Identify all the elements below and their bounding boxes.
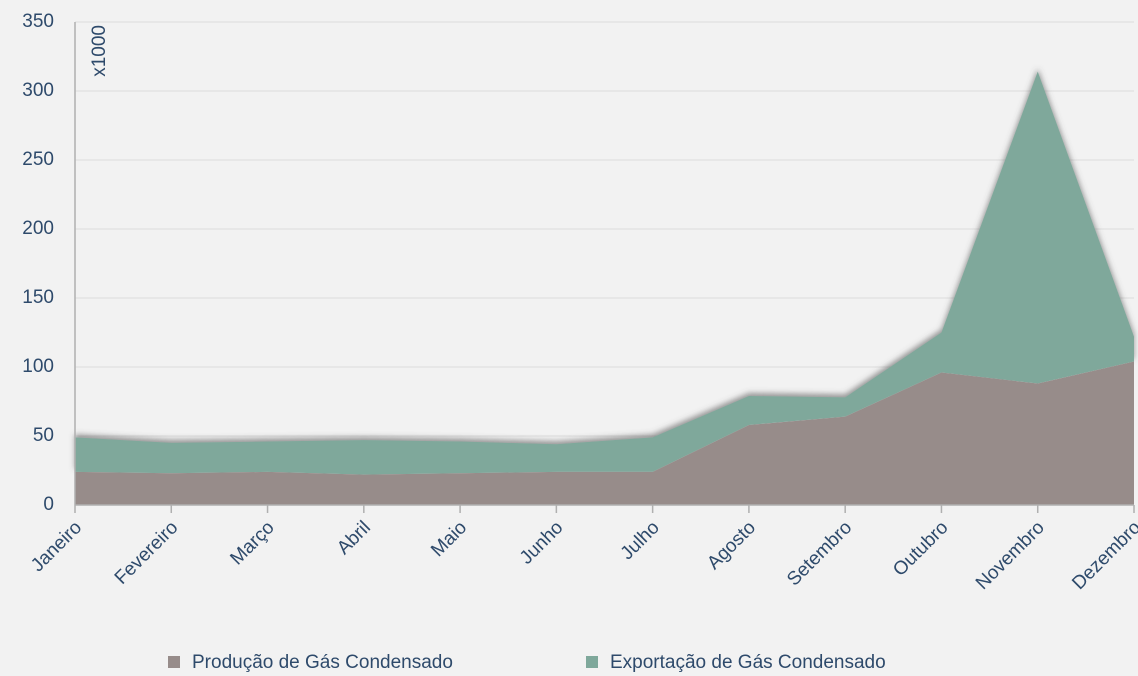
x-tick-label: Agosto xyxy=(703,517,760,574)
y-tick-label: 100 xyxy=(22,356,54,377)
area xyxy=(75,361,1134,505)
x-tick-label: Dezembro xyxy=(1068,517,1138,594)
x-tick-label: Outubro xyxy=(889,517,952,580)
y-tick-label: 200 xyxy=(22,218,54,239)
legend-swatch xyxy=(168,656,180,668)
x-tick-label: Junho xyxy=(516,517,567,568)
y-tick-label: 50 xyxy=(33,425,54,446)
legend-label: Produção de Gás Condensado xyxy=(192,652,453,673)
y-tick-label: 150 xyxy=(22,287,54,308)
x-tick-label: Maio xyxy=(427,517,471,561)
legend-swatch xyxy=(586,656,598,668)
x-tick-label: Julho xyxy=(617,517,664,564)
x-tick-label: Março xyxy=(226,517,278,569)
x-tick-label: Novembro xyxy=(972,517,1049,594)
x-tick-label: Setembro xyxy=(783,517,856,590)
legend-label: Exportação de Gás Condensado xyxy=(610,652,886,673)
x-tick-label: Janeiro xyxy=(27,517,86,576)
area xyxy=(75,71,1134,475)
y-tick-label: 300 xyxy=(22,80,54,101)
x-tick-label: Abril xyxy=(333,517,375,559)
y-tick-label: 350 xyxy=(22,11,54,32)
y-tick-label: 0 xyxy=(43,494,54,515)
y-tick-label: 250 xyxy=(22,149,54,170)
x-tick-label: Fevereiro xyxy=(111,517,183,589)
annotation: x1000 xyxy=(89,25,110,77)
